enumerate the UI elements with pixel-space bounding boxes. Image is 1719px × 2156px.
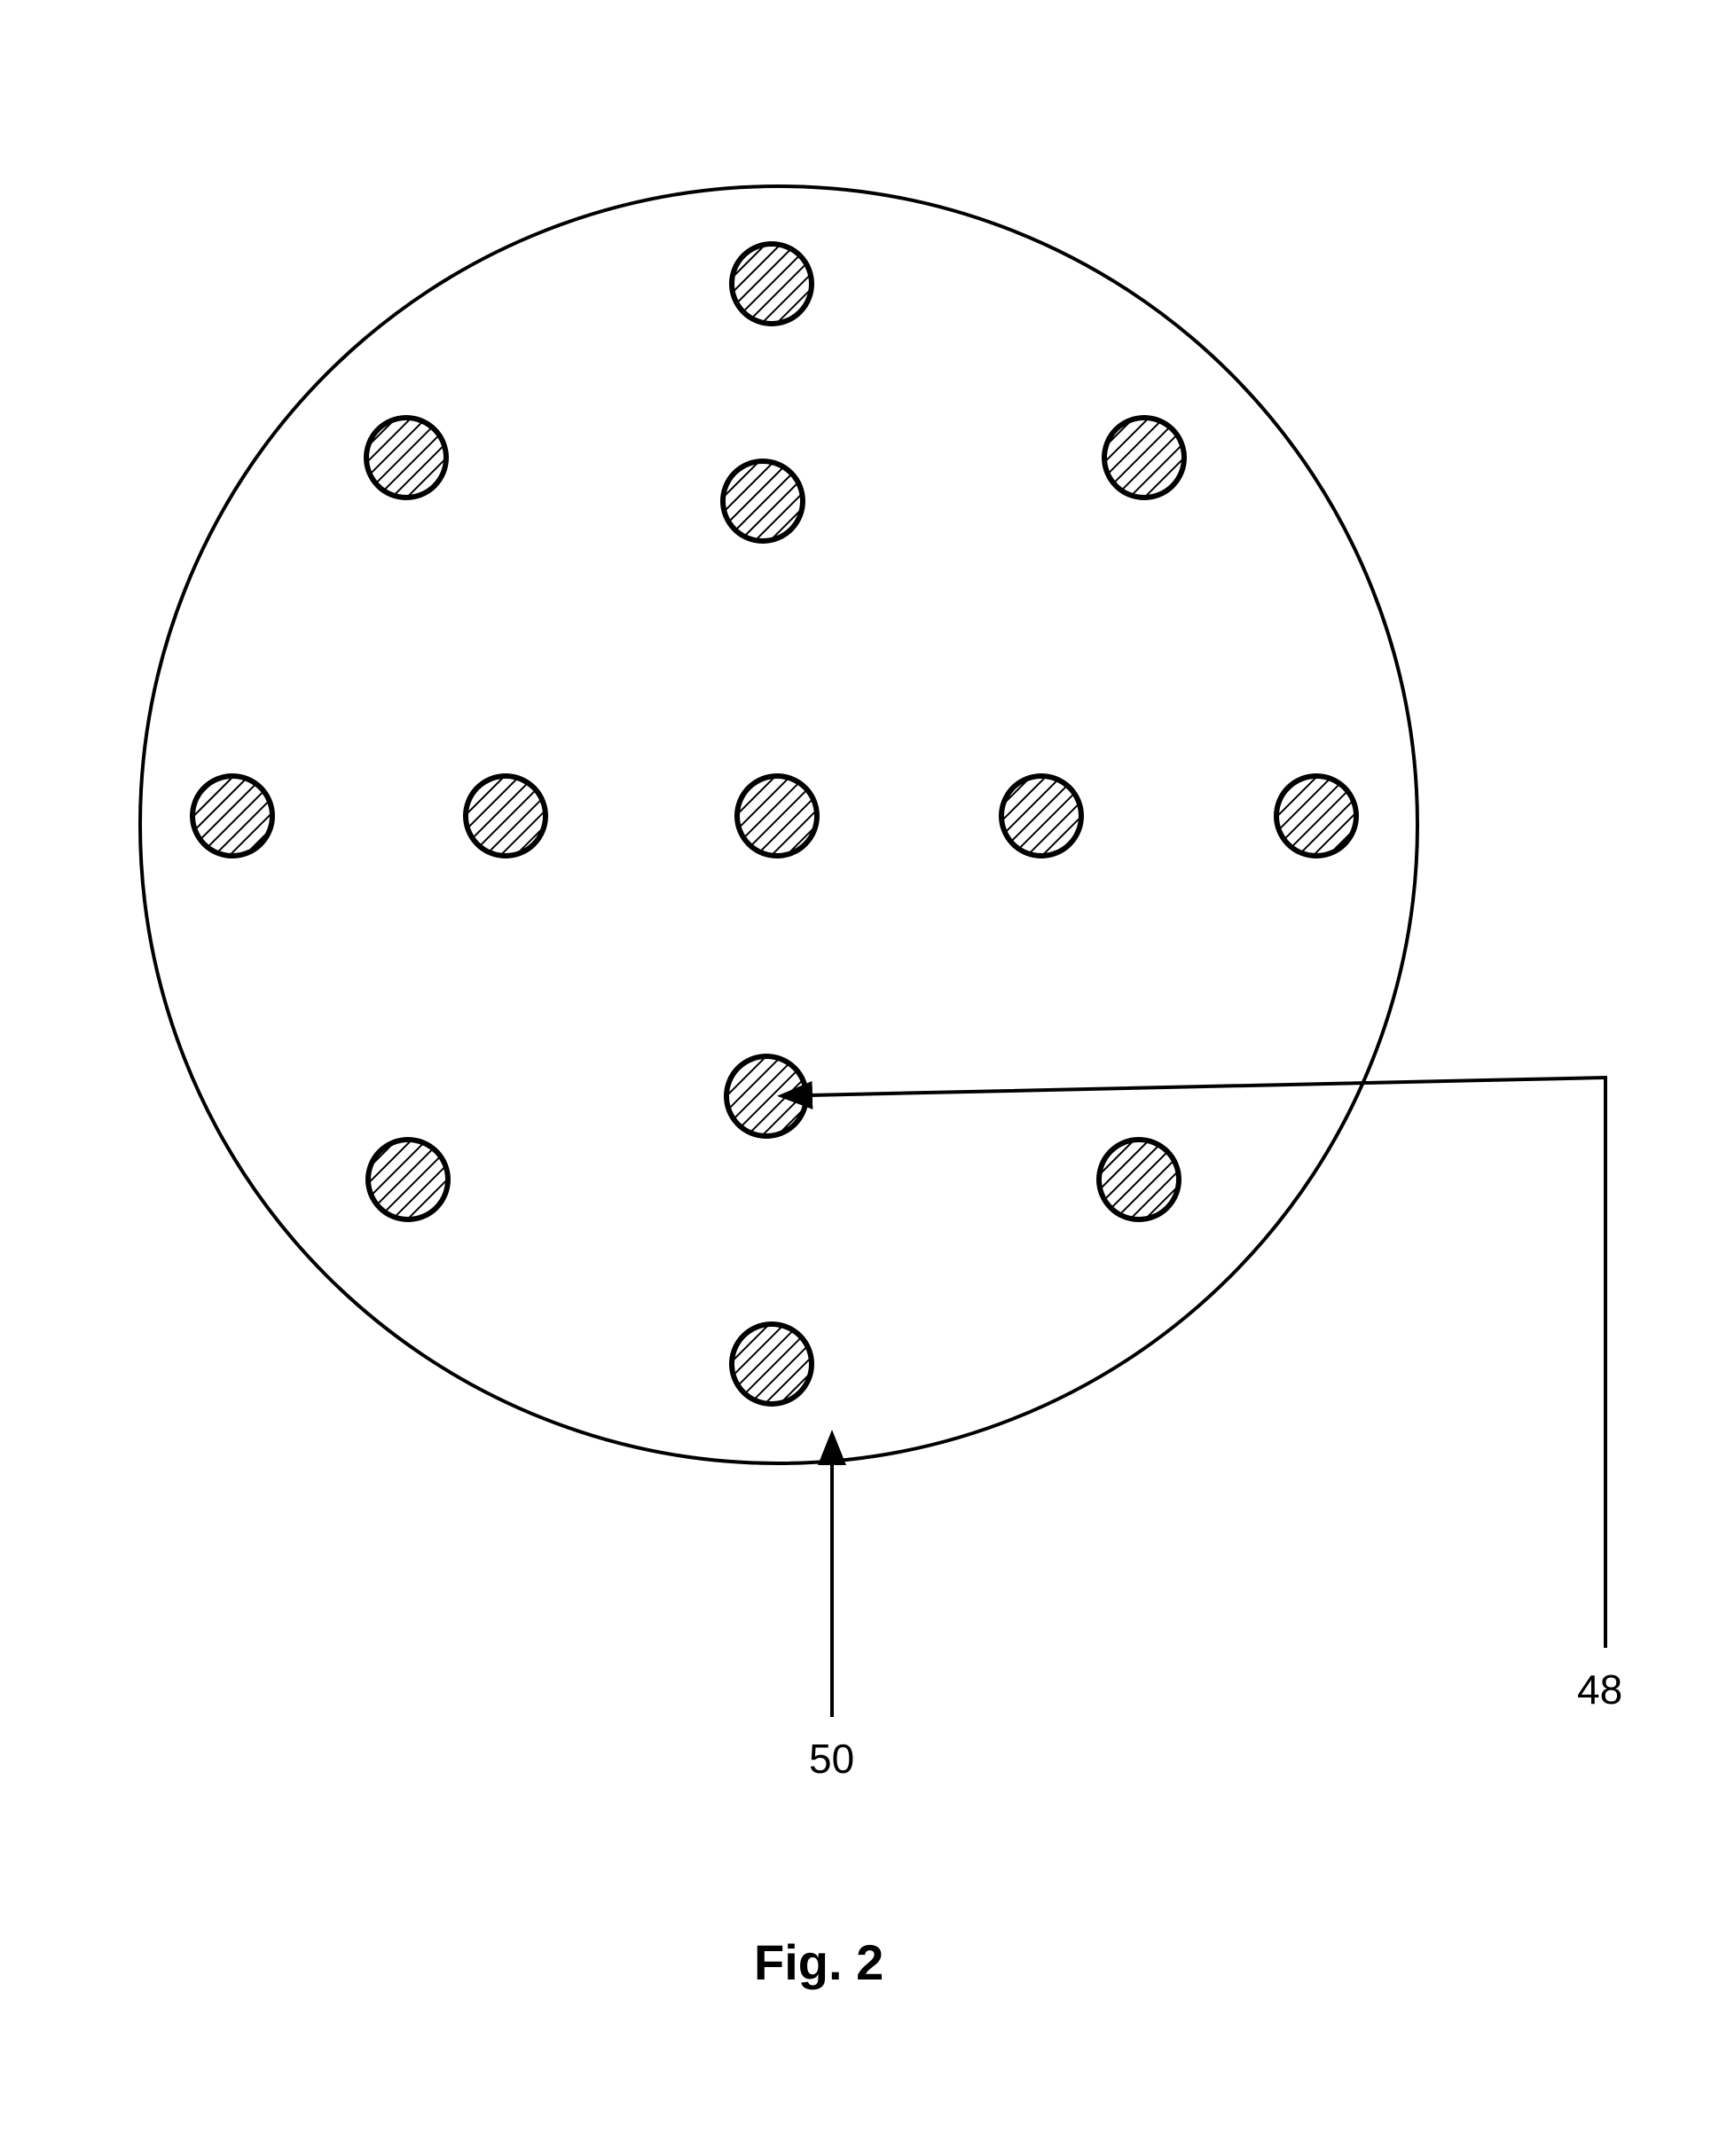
- label-48: 48: [1577, 1666, 1622, 1713]
- hatched-dot: [192, 776, 272, 856]
- hatched-dot: [1276, 776, 1356, 856]
- hatched-dot: [737, 776, 817, 856]
- hatched-dot: [723, 461, 803, 541]
- hatched-dot: [732, 1324, 812, 1404]
- figure-caption: Fig. 2: [754, 1933, 883, 1991]
- leader-48: [809, 1078, 1605, 1648]
- diagram-container: [0, 0, 1719, 2156]
- hatched-dot: [1104, 418, 1184, 498]
- hatched-dot: [726, 1056, 806, 1136]
- hatched-dot: [368, 1140, 448, 1219]
- hatched-dot: [1099, 1140, 1179, 1219]
- hatched-dot: [466, 776, 546, 856]
- hatched-dot: [732, 244, 812, 324]
- hatched-dot: [1001, 776, 1081, 856]
- hatched-dot: [366, 418, 446, 498]
- label-50: 50: [809, 1735, 854, 1783]
- diagram-svg: [0, 0, 1719, 2156]
